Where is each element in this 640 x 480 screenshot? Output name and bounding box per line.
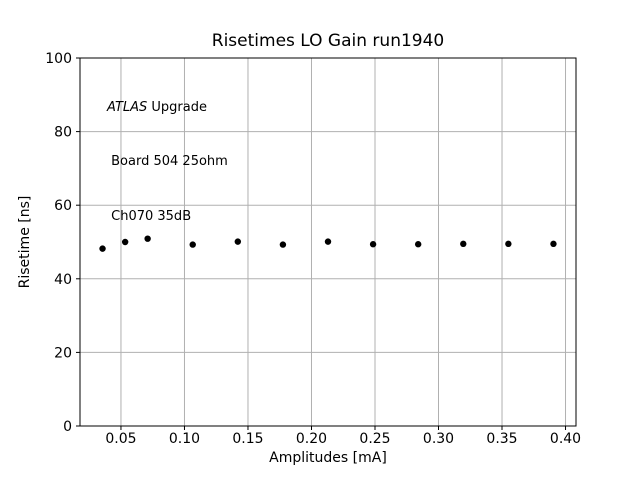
data-point (234, 238, 242, 245)
data-point (505, 240, 512, 248)
x-tick-label: 0.20 (296, 431, 327, 447)
data-point (369, 241, 377, 248)
data-point (144, 235, 151, 242)
y-tick-label: 60 (54, 198, 72, 214)
y-tick-label: 20 (54, 345, 72, 361)
annotation-line-2: Board 504 25ohm (107, 154, 228, 170)
data-point (414, 241, 422, 248)
annotation-upgrade: Upgrade (147, 99, 207, 115)
annotation-line-3: Ch070 35dB (107, 209, 192, 225)
x-tick-label: 0.30 (423, 431, 454, 447)
data-point (460, 240, 467, 248)
data-point (99, 245, 106, 252)
y-tick-label: 80 (54, 125, 72, 141)
x-tick-label: 0.40 (550, 431, 581, 447)
x-tick-label: 0.05 (105, 431, 136, 447)
annotation-atlas: ATLAS (107, 99, 148, 115)
x-axis-label: Amplitudes [mA] (269, 450, 387, 466)
y-tick-label: 40 (54, 272, 72, 288)
y-tick-label: 100 (45, 51, 72, 67)
annotation-line-1: ATLAS Upgrade (107, 99, 228, 117)
data-point (189, 241, 196, 248)
plot-border (79, 57, 577, 427)
x-tick-label: 0.35 (486, 431, 517, 447)
x-tick-label: 0.25 (359, 431, 390, 447)
y-axis-label: Risetime [ns] (17, 195, 33, 289)
chart-title: Risetimes LO Gain run1940 (211, 31, 445, 51)
x-tick-label: 0.10 (169, 431, 200, 447)
x-tick-label: 0.15 (232, 431, 263, 447)
data-point (121, 238, 129, 246)
data-point (324, 238, 332, 245)
annotation-box: ATLAS Upgrade Board 504 25ohm Ch070 35dB (107, 62, 228, 263)
data-point (550, 240, 557, 248)
data-point (279, 241, 287, 248)
y-tick-label: 0 (63, 419, 72, 435)
